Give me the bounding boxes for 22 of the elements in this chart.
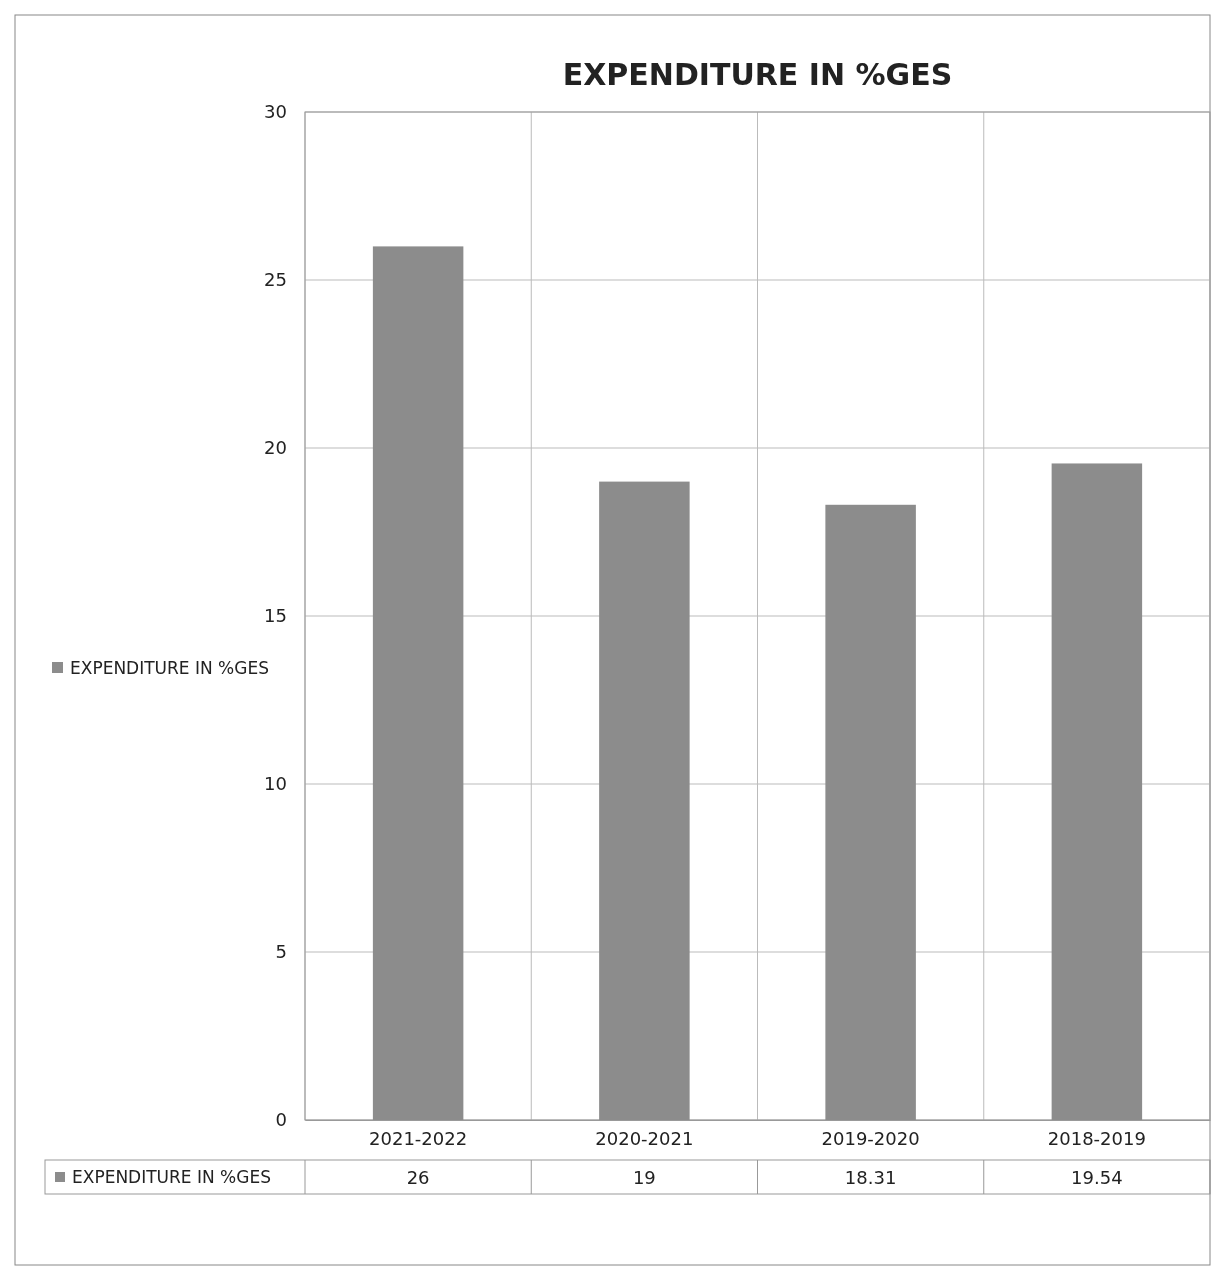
y-tick-label: 10: [264, 773, 287, 795]
x-tick-label: 2018-2019: [1047, 1127, 1146, 1149]
y-tick-label: 5: [275, 941, 287, 963]
data-label: 19.54: [1071, 1167, 1123, 1188]
bar: [599, 481, 690, 1120]
data-label: 18.31: [844, 1167, 897, 1188]
y-tick-label: 20: [264, 437, 287, 459]
y-tick-label: 30: [264, 101, 287, 123]
x-tick-label: 2020-2021: [595, 1127, 694, 1149]
text: EXPENDITURE IN %GES: [72, 1167, 271, 1187]
x-tick-label: 2019-2020: [821, 1127, 920, 1149]
x-tick-label: 2021-2022: [369, 1127, 468, 1149]
y-tick-label: 15: [264, 605, 287, 627]
chart-title: EXPENDITURE IN %GES: [562, 57, 953, 92]
bar: [372, 246, 464, 1120]
y-tick-label: 25: [264, 269, 287, 291]
bar: [825, 504, 916, 1120]
bar: [1051, 463, 1143, 1120]
data-label: 19: [632, 1167, 656, 1188]
y-tick-label: 0: [275, 1109, 287, 1131]
data-label: 26: [406, 1167, 430, 1188]
legend-label: EXPENDITURE IN %GES: [70, 658, 269, 678]
